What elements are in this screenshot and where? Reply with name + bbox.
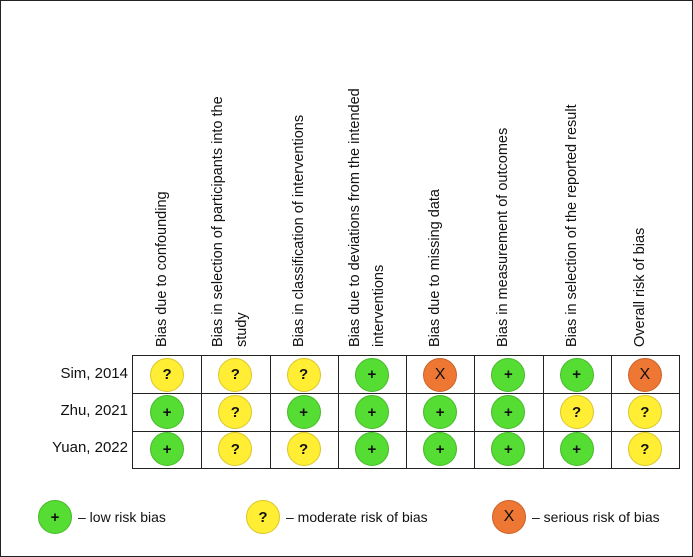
- rating-low-dot: +: [491, 395, 526, 429]
- domain-header-1: Bias due to confounding: [154, 191, 171, 347]
- rating-moderate-dot: ?: [627, 432, 662, 467]
- domain-header-8: Overall risk of bias: [631, 227, 648, 347]
- rating-low-dot: +: [354, 432, 389, 467]
- legend-item-serious: X – serious risk of bias: [492, 500, 660, 534]
- legend-label: – moderate risk of bias: [286, 509, 428, 525]
- grid-column-divider: [337, 356, 339, 468]
- legend-label: – serious risk of bias: [532, 509, 660, 525]
- grid-row-divider: [133, 430, 679, 432]
- grid-column-divider: [201, 356, 203, 468]
- rating-low-dot: +: [150, 432, 185, 467]
- rating-moderate-dot: ?: [218, 395, 253, 429]
- rating-low-dot: +: [559, 432, 594, 467]
- legend-item-low: + – low risk bias: [38, 500, 166, 534]
- grid-column-divider: [406, 356, 407, 468]
- rating-low-dot: +: [491, 357, 526, 392]
- rating-moderate-dot: ?: [286, 357, 321, 392]
- rating-low-dot: +: [423, 432, 458, 467]
- grid-row-divider: [133, 393, 679, 395]
- grid-column-divider: [269, 356, 271, 468]
- legend-label: – low risk bias: [78, 509, 166, 525]
- rating-low-dot: +: [423, 395, 458, 429]
- rating-moderate-dot: ?: [286, 432, 321, 467]
- rating-serious-dot: X: [423, 357, 458, 392]
- domain-header-7: Bias in selection of the reported result: [563, 104, 580, 347]
- study-label: Sim, 2014: [60, 364, 128, 382]
- rating-moderate-dot: ?: [627, 395, 662, 429]
- legend-item-moderate: ? – moderate risk of bias: [246, 500, 428, 534]
- grid-column-divider: [542, 356, 544, 468]
- domain-header-5: Bias due to missing data: [427, 189, 444, 347]
- domain-header-6: Bias in measurement of outcomes: [495, 127, 512, 347]
- legend-low-dot: +: [38, 500, 72, 534]
- legend-moderate-dot: ?: [246, 500, 280, 534]
- grid-column-divider: [610, 356, 612, 468]
- grid-column-divider: [474, 356, 476, 468]
- rating-low-dot: +: [354, 395, 389, 429]
- rating-moderate-dot: ?: [150, 357, 185, 392]
- rating-low-dot: +: [150, 395, 185, 429]
- rating-serious-dot: X: [627, 357, 662, 392]
- rating-low-dot: +: [559, 357, 594, 392]
- study-label: Yuan, 2022: [52, 439, 128, 457]
- rating-low-dot: +: [491, 432, 526, 467]
- rating-moderate-dot: ?: [218, 357, 253, 392]
- legend-serious-dot: X: [492, 500, 526, 534]
- domain-header-4: Bias due to deviations from the intended…: [346, 88, 387, 347]
- domain-header-2: Bias in selection of participants into t…: [210, 96, 251, 347]
- rating-moderate-dot: ?: [218, 432, 253, 467]
- rating-low-dot: +: [354, 357, 389, 392]
- domain-header-3: Bias in classification of interventions: [290, 114, 307, 347]
- rating-low-dot: +: [286, 395, 321, 429]
- risk-of-bias-grid: ??? + X + + X +? + + + +?? +?? + + + +?: [132, 355, 680, 469]
- rating-moderate-dot: ?: [559, 395, 594, 429]
- study-label: Zhu, 2021: [60, 402, 128, 419]
